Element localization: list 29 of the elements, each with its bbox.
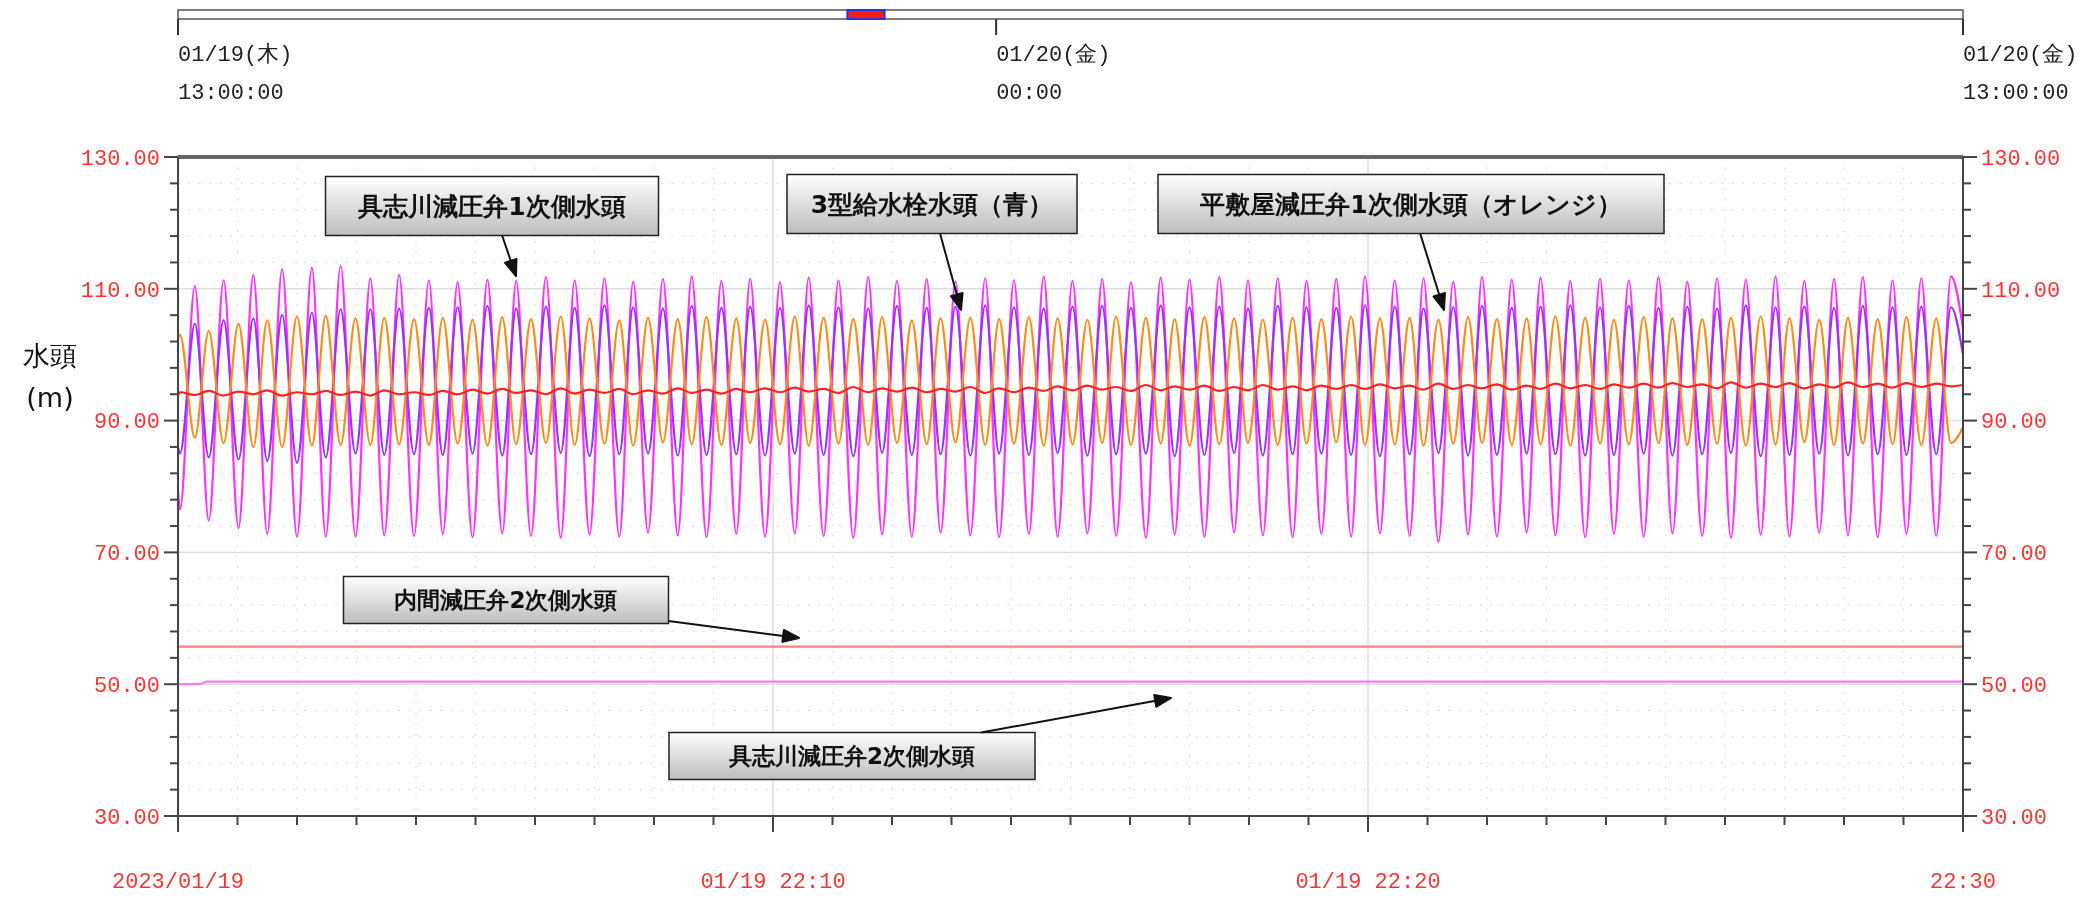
line-series [176, 381, 1965, 397]
line-series [176, 314, 1965, 449]
x2-tick-label: 01/20(金) 00:00 [996, 43, 1111, 106]
y2-tick-label: 30.00 [1981, 805, 2048, 831]
x-tick-label: 01/19 22:20 [1295, 870, 1441, 895]
y2-tick-label: 90.00 [1981, 410, 2048, 436]
annotation: 具志川減圧弁2次側水頭 [727, 743, 976, 770]
y-tick-label: 30.00 [93, 805, 160, 831]
x2-tick-label: 01/20(金) 13:00:00 [1963, 43, 2078, 106]
y-tick-label: 70.00 [93, 542, 160, 568]
y2-tick-label: 50.00 [1981, 673, 2048, 699]
x-tick-label: 22:30 [1929, 870, 1997, 895]
y2-tick-label: 110.00 [1981, 278, 2061, 304]
annotation: 内間減圧弁2次側水頭 [394, 587, 618, 614]
y-axis-title: 水頭 (m) [23, 339, 77, 413]
annotation: 3型給水栓水頭（青） [810, 190, 1054, 219]
x-tick-label: 2023/01/19 [111, 870, 245, 895]
x-tick-label: 01/19 22:10 [700, 870, 846, 895]
annotation: 具志川減圧弁1次側水頭 [357, 192, 626, 221]
annotation: 平敷屋減圧弁1次側水頭（オレンジ） [1199, 190, 1622, 219]
line-series [176, 264, 1965, 543]
y2-tick-label: 70.00 [1981, 542, 2048, 568]
y-tick-label: 110.00 [80, 278, 160, 304]
y-tick-label: 50.00 [93, 673, 160, 699]
x2-tick-label: 01/19(木) 13:00:00 [178, 42, 293, 106]
y-tick-label: 130.00 [80, 146, 160, 172]
y2-tick-label: 130.00 [1981, 146, 2061, 172]
y-tick-label: 90.00 [93, 410, 160, 436]
line-series [176, 304, 1965, 464]
